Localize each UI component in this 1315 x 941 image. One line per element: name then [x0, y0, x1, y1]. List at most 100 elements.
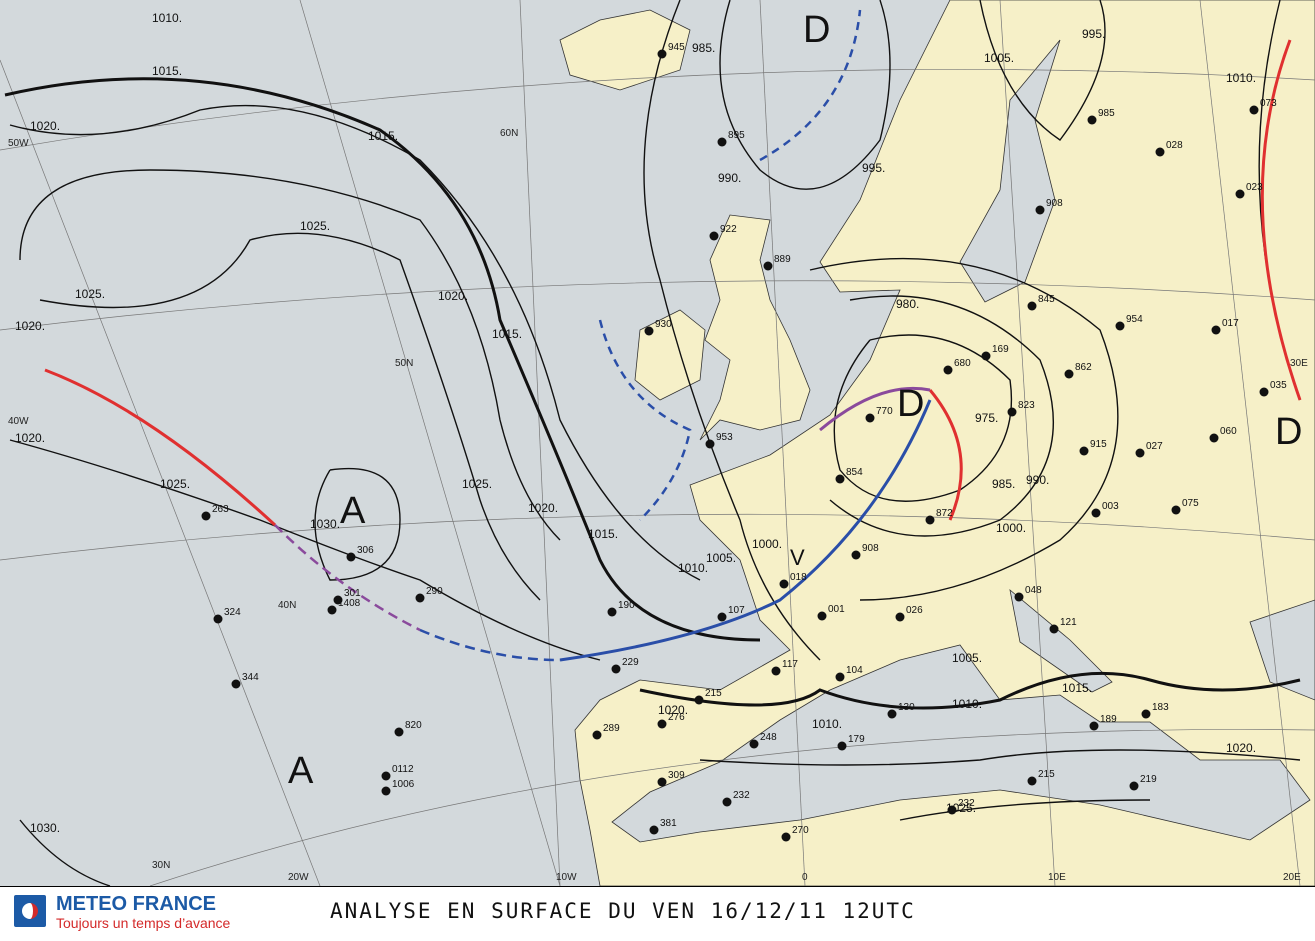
station-marker [657, 49, 667, 59]
weather-map: 1010. 1015. 1020. 1015. 1025. 1025. 1020. 1020.… [0, 0, 1315, 886]
station-marker [381, 786, 391, 796]
station-marker [887, 709, 897, 719]
graticule [0, 0, 1315, 886]
station-pressure: 930 [655, 319, 672, 330]
station-pressure: 073 [1260, 98, 1277, 109]
station-marker [657, 777, 667, 787]
station-marker [749, 739, 759, 749]
isobar-label: 1000. [752, 537, 782, 551]
isobar-label: 980. [896, 297, 919, 311]
station-pressure: 770 [876, 406, 893, 417]
isobar-label: 1030. [310, 517, 340, 531]
graticule-label: 10E [1048, 872, 1066, 883]
station-marker [771, 666, 781, 676]
graticule-label: 40W [8, 416, 29, 427]
station-pressure: 908 [862, 543, 879, 554]
slogan: Toujours un temps d’avance [56, 915, 231, 931]
station-marker [895, 612, 905, 622]
graticule-label: 20W [288, 872, 309, 883]
station-marker [213, 614, 223, 624]
station-marker [1087, 115, 1097, 125]
station-pressure: 301 [344, 588, 361, 599]
logo [14, 895, 46, 927]
station-marker [1027, 776, 1037, 786]
isobar-label: 1020. [15, 431, 45, 445]
station-pressure: 324 [224, 607, 241, 618]
station-pressure: 823 [1018, 400, 1035, 411]
station-marker [201, 511, 211, 521]
station-marker [1035, 205, 1045, 215]
isobar-label: 1005. [706, 551, 736, 565]
graticule-label: 60N [500, 128, 518, 139]
isobars [4, 0, 1301, 886]
isobar-label: 1010. [812, 717, 842, 731]
station-pressure: 232 [958, 798, 975, 809]
isobar-label: 1030. [30, 821, 60, 835]
station-pressure: 189 [1100, 714, 1117, 725]
graticule-label: 10W [556, 872, 577, 883]
station-marker [1079, 446, 1089, 456]
station-pressure: 232 [733, 790, 750, 801]
station-marker [611, 664, 621, 674]
station-pressure: 344 [242, 672, 259, 683]
station-marker [1135, 448, 1145, 458]
fronts [44, 9, 1302, 662]
station-pressure: 1006 [392, 779, 415, 790]
isobar-label: 1015. [492, 327, 522, 341]
station-marker [394, 727, 404, 737]
station-pressure: 018 [790, 572, 807, 583]
station-marker [231, 679, 241, 689]
station-pressure: 915 [1090, 439, 1107, 450]
station-marker [835, 672, 845, 682]
station-pressure: 229 [622, 657, 639, 668]
station-marker [1115, 321, 1125, 331]
station-pressure: 183 [1152, 702, 1169, 713]
station-marker [865, 413, 875, 423]
station-marker [1049, 624, 1059, 634]
brand: METEO FRANCE [56, 893, 216, 915]
station-marker [851, 550, 861, 560]
isobar-label: 1020. [1226, 741, 1256, 755]
pressure-center: A [340, 490, 366, 532]
isobar-label: 1010. [152, 11, 182, 25]
station-marker [1249, 105, 1259, 115]
station-marker [1091, 508, 1101, 518]
station-pressure: 035 [1270, 380, 1287, 391]
isobar-label: 1010. [1226, 71, 1256, 85]
station-marker [981, 351, 991, 361]
station-pressure: 381 [660, 818, 677, 829]
station-pressure: 117 [782, 659, 798, 670]
station-marker [1007, 407, 1017, 417]
station-marker [717, 612, 727, 622]
station-pressure: 104 [846, 665, 863, 676]
station-marker [592, 730, 602, 740]
isobar-label: 1020. [438, 289, 468, 303]
continent [574, 0, 1315, 886]
graticule-label: 0 [802, 872, 808, 883]
station-pressure: 017 [1222, 318, 1239, 329]
station-marker [835, 474, 845, 484]
pressure-center: V [790, 545, 805, 570]
isobar-label: 1005. [952, 651, 982, 665]
station-marker [705, 439, 715, 449]
station-pressure: 1408 [338, 598, 361, 609]
graticule-label: 30N [152, 860, 170, 871]
station-marker [607, 607, 617, 617]
pressure-center: D [897, 383, 924, 425]
station-pressure: 889 [774, 254, 791, 265]
isobar-label: 1020. [15, 319, 45, 333]
station-pressure: 219 [1140, 774, 1157, 785]
station-pressure: 121 [1060, 617, 1077, 628]
station-pressure: 953 [716, 432, 733, 443]
station-pressure: 003 [1102, 501, 1119, 512]
station-pressure: 306 [357, 545, 374, 556]
graticule-label: 50W [8, 138, 29, 149]
station-pressure: 215 [1038, 769, 1055, 780]
baltic-sea [959, 39, 1061, 303]
station-marker [781, 832, 791, 842]
station-pressure: 854 [846, 467, 863, 478]
isobar-label: 1020. [528, 501, 558, 515]
graticule-label: 40N [278, 600, 296, 611]
station-pressure: 985 [1098, 108, 1115, 119]
station-marker [1209, 433, 1219, 443]
